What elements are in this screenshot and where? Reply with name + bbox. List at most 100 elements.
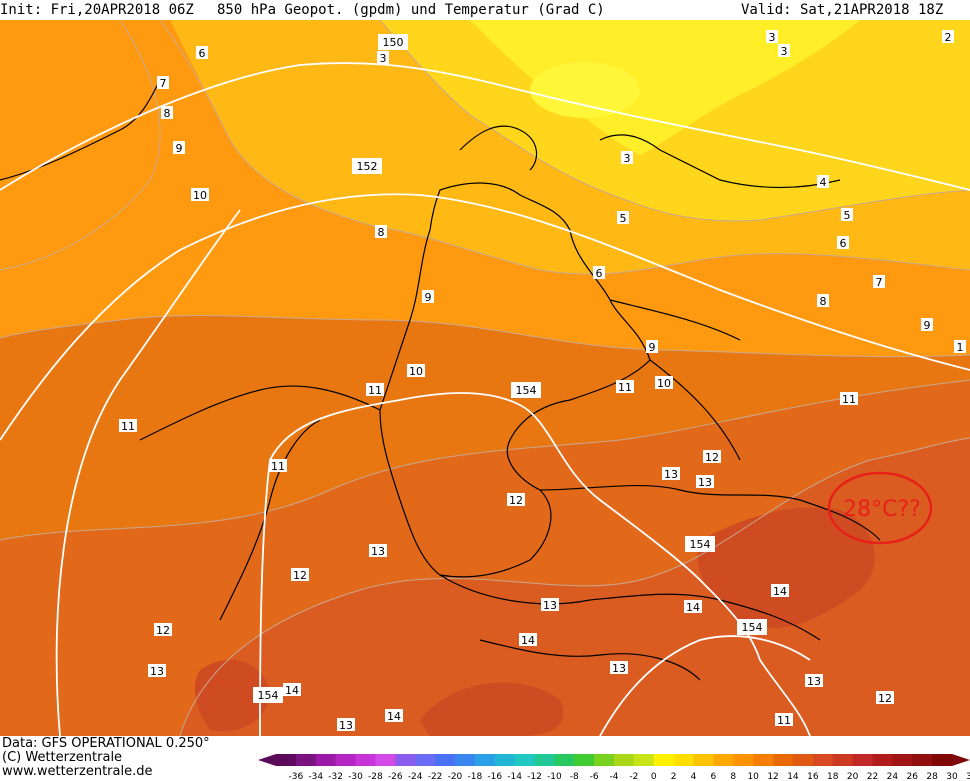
colorbar-swatch [276, 754, 297, 766]
temperature-label: 1 [954, 340, 966, 354]
svg-text:8: 8 [164, 107, 171, 120]
temperature-label: 9 [646, 340, 658, 354]
colorbar-swatch [435, 754, 456, 766]
svg-text:6: 6 [199, 47, 206, 60]
geopotential-label-group: 150 152 154 154 154 154 [253, 34, 767, 703]
colorbar-tick-label: -20 [448, 772, 463, 781]
colorbar-tick-label: 0 [651, 772, 657, 781]
svg-text:13: 13 [371, 545, 385, 558]
temperature-label: 5 [617, 211, 629, 225]
colorbar-swatch [554, 754, 575, 766]
svg-text:11: 11 [618, 381, 632, 394]
annotation-circle [827, 471, 933, 545]
colorbar-tick-label: 10 [747, 772, 759, 781]
temperature-label: 11 [775, 713, 793, 727]
temperature-band-1 [530, 62, 640, 118]
colorbar-swatch [892, 754, 913, 766]
svg-text:12: 12 [293, 569, 307, 582]
svg-text:13: 13 [612, 662, 626, 675]
svg-text:3: 3 [380, 52, 387, 65]
colorbar-tick-label: 2 [671, 772, 677, 781]
temperature-label: 13 [541, 598, 559, 612]
temperature-label: 3 [778, 44, 790, 58]
colorbar-tick-label: 28 [926, 772, 938, 781]
svg-text:14: 14 [773, 585, 787, 598]
temperature-label: 3 [621, 151, 633, 165]
svg-text:12: 12 [509, 494, 523, 507]
svg-text:14: 14 [387, 710, 401, 723]
colorbar-swatch [912, 754, 933, 766]
colorbar-tick-label: -8 [570, 772, 579, 781]
geopotential-label: 152 [352, 158, 382, 174]
svg-text:7: 7 [876, 276, 883, 289]
colorbar-swatch [713, 754, 734, 766]
colorbar-swatch [932, 754, 953, 766]
svg-text:12: 12 [878, 692, 892, 705]
colorbar-tick-label: -16 [487, 772, 502, 781]
temperature-label: 3 [377, 51, 389, 65]
temperature-label: 13 [148, 664, 166, 678]
temperature-label: 6 [837, 236, 849, 250]
temperature-label: 10 [655, 376, 673, 390]
svg-text:154: 154 [516, 384, 537, 397]
colorbar-tick-label: -6 [590, 772, 599, 781]
temperature-label: 13 [696, 475, 714, 489]
temperature-label: 7 [873, 275, 885, 289]
colorbar-swatch [773, 754, 794, 766]
colorbar-swatch [375, 754, 396, 766]
svg-text:13: 13 [543, 599, 557, 612]
svg-text:10: 10 [193, 189, 207, 202]
annotation-text: 28°C?? [843, 497, 921, 522]
temperature-label: 12 [703, 450, 721, 464]
geopotential-label: 154 [253, 687, 283, 703]
svg-text:8: 8 [820, 295, 827, 308]
svg-text:9: 9 [425, 291, 432, 304]
colorbar-tick-label: -24 [408, 772, 423, 781]
svg-text:8: 8 [378, 226, 385, 239]
svg-text:10: 10 [409, 365, 423, 378]
temperature-label: 2 [942, 30, 954, 44]
svg-text:11: 11 [777, 714, 791, 727]
geopotential-label: 154 [511, 382, 541, 398]
data-source: Data: GFS OPERATIONAL 0.250° [2, 736, 210, 751]
copyright: (C) Wetterzentrale [2, 750, 123, 765]
colorbar-tick-label: -14 [507, 772, 522, 781]
svg-text:4: 4 [820, 176, 827, 189]
svg-text:12: 12 [156, 624, 170, 637]
colorbar-swatch [792, 754, 814, 766]
colorbar-swatch [633, 754, 655, 766]
colorbar-tick-label: 18 [827, 772, 839, 781]
colorbar-tick-label: 8 [730, 772, 736, 781]
svg-text:154: 154 [258, 689, 279, 702]
svg-text:13: 13 [698, 476, 712, 489]
svg-text:5: 5 [620, 212, 627, 225]
temperature-band-14 [697, 507, 875, 629]
svg-text:154: 154 [742, 621, 763, 634]
colorbar-tick-label: -32 [328, 772, 343, 781]
colorbar-tick-label: -4 [610, 772, 619, 781]
colorbar-swatch [494, 754, 516, 766]
colorbar-swatch [395, 754, 416, 766]
temperature-label: 14 [385, 709, 403, 723]
colorbar-tick-label: 6 [711, 772, 717, 781]
temperature-label-group: 2 3 3 3 3 4 5 5 6 6 6 7 7 8 8 8 9 9 9 9 … [119, 30, 966, 732]
temperature-label: 3 [766, 30, 778, 44]
colorbar-tick-label: 26 [907, 772, 919, 781]
colorbar-swatch [812, 754, 834, 766]
temperature-label: 11 [366, 383, 384, 397]
svg-text:13: 13 [664, 468, 678, 481]
temperature-label: 13 [337, 718, 355, 732]
init-time: Init: Fri,20APR2018 06Z [0, 2, 194, 18]
temperature-band-14c [420, 682, 564, 736]
temperature-band-14b [194, 659, 270, 732]
svg-text:11: 11 [842, 393, 856, 406]
temperature-label: 11 [840, 392, 858, 406]
svg-text:11: 11 [368, 384, 382, 397]
colorbar-tick-label: -26 [388, 772, 403, 781]
colorbar-tick-label: -18 [467, 772, 482, 781]
svg-text:3: 3 [624, 152, 631, 165]
temperature-label: 13 [369, 544, 387, 558]
colorbar-tick-label: -12 [527, 772, 542, 781]
colorbar-swatch [753, 754, 774, 766]
temperature-label: 8 [375, 225, 387, 239]
